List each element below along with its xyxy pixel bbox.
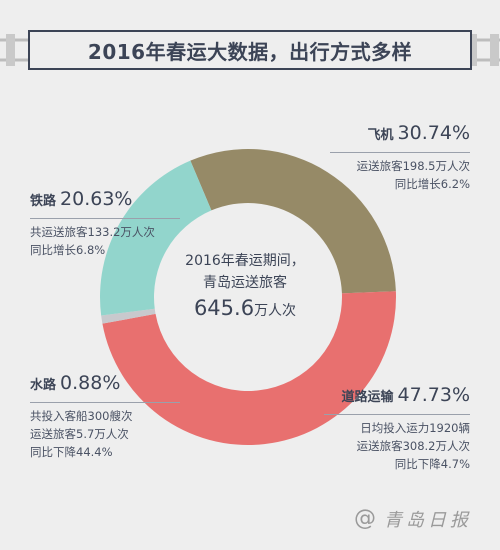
donut-slice-2 bbox=[101, 308, 156, 324]
annotation-road-pct: 47.73% bbox=[397, 384, 470, 406]
annotation-water-line: 同比下降44.4% bbox=[30, 445, 113, 459]
annotation-road-rule bbox=[324, 414, 470, 415]
title-box: 2016年春运大数据，出行方式多样 bbox=[28, 30, 472, 70]
center-total-value: 645.6 bbox=[193, 296, 255, 320]
donut-slice-1 bbox=[102, 291, 396, 446]
annotation-rail-pct: 20.63% bbox=[60, 188, 133, 210]
donut-slice-3 bbox=[100, 160, 212, 316]
source-name: 青岛日报 bbox=[384, 510, 472, 531]
annotation-air-line: 同比增长6.2% bbox=[394, 177, 470, 191]
annotation-road: 道路运输 47.73% 日均投入运力1920辆 运送旅客308.2万人次 同比下降… bbox=[324, 382, 470, 473]
center-line-1: 2016年春运期间， bbox=[185, 253, 305, 269]
annotation-air-line: 运送旅客198.5万人次 bbox=[356, 159, 470, 173]
center-line-2: 青岛运送旅客 bbox=[203, 275, 287, 291]
donut-slice-0 bbox=[190, 149, 396, 294]
annotation-water-pct: 0.88% bbox=[60, 372, 121, 394]
annotation-rail-name: 铁路 bbox=[30, 194, 57, 209]
annotation-air-rule bbox=[330, 152, 470, 153]
annotation-road-line: 日均投入运力1920辆 bbox=[360, 421, 470, 435]
annotation-water-name: 水路 bbox=[30, 378, 57, 393]
center-label: 2016年春运期间， 青岛运送旅客 645.6万人次 bbox=[170, 250, 320, 320]
rail-tie bbox=[490, 34, 499, 66]
at-icon: @ bbox=[354, 506, 376, 531]
center-total: 645.6万人次 bbox=[170, 296, 320, 320]
annotation-rail: 铁路 20.63% 共运送旅客133.2万人次 同比增长6.8% bbox=[30, 186, 180, 259]
annotation-rail-line: 同比增长6.8% bbox=[30, 243, 106, 257]
center-total-unit: 万人次 bbox=[254, 303, 297, 319]
rail-tie bbox=[6, 34, 15, 66]
annotation-road-name: 道路运输 bbox=[341, 390, 394, 405]
annotation-road-line: 同比下降4.7% bbox=[394, 457, 470, 471]
page-title: 2016年春运大数据，出行方式多样 bbox=[87, 39, 413, 64]
annotation-water-line: 运送旅客5.7万人次 bbox=[30, 427, 129, 441]
footer-source: @ 青岛日报 bbox=[354, 506, 472, 532]
annotation-air-name: 飞机 bbox=[367, 128, 394, 143]
annotation-water-line: 共投入客船300艘次 bbox=[30, 409, 133, 423]
annotation-road-line: 运送旅客308.2万人次 bbox=[356, 439, 470, 453]
annotation-rail-rule bbox=[30, 218, 180, 219]
annotation-water: 水路 0.88% 共投入客船300艘次 运送旅客5.7万人次 同比下降44.4% bbox=[30, 370, 180, 461]
title-banner: 2016年春运大数据，出行方式多样 bbox=[0, 0, 500, 84]
annotation-rail-line: 共运送旅客133.2万人次 bbox=[30, 225, 155, 239]
annotation-air-pct: 30.74% bbox=[397, 122, 470, 144]
rail-tie bbox=[468, 34, 477, 66]
annotation-water-rule bbox=[30, 402, 180, 403]
annotation-air: 飞机 30.74% 运送旅客198.5万人次 同比增长6.2% bbox=[330, 120, 470, 193]
